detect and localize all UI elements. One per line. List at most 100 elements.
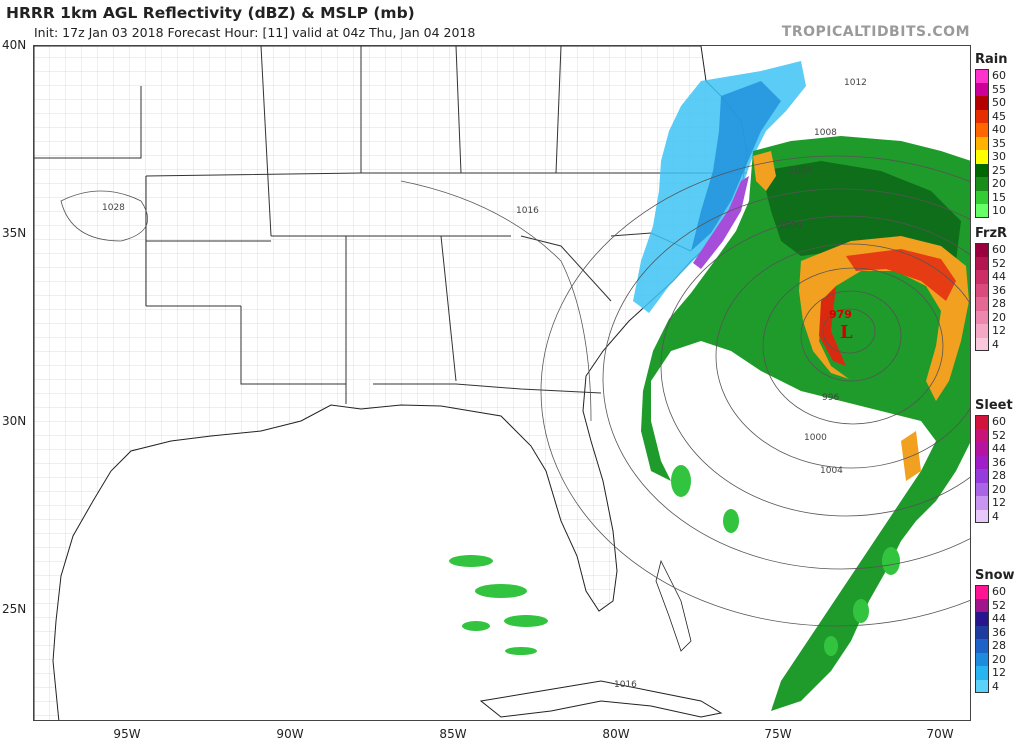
legend-value: 50: [992, 96, 1006, 110]
cuba: [479, 680, 723, 718]
legend-swatch: [975, 415, 989, 429]
legend-row: 44: [975, 442, 1023, 456]
legend-value: 60: [992, 415, 1006, 429]
legend-row: 45: [975, 109, 1023, 123]
legend-swatch: [975, 190, 989, 204]
legend-row: 28: [975, 469, 1023, 483]
legend-swatch: [975, 96, 989, 110]
isobar-label: 1000: [779, 221, 802, 231]
legend-swatch: [975, 337, 989, 351]
legend-swatch: [975, 324, 989, 338]
legend-row: 60: [975, 415, 1023, 429]
legend-row: 12: [975, 324, 1023, 338]
legend-value: 12: [992, 324, 1006, 338]
chart-subtitle: Init: 17z Jan 03 2018 Forecast Hour: [11…: [34, 25, 476, 40]
isobar-label: 1028: [102, 203, 125, 213]
legend-row: 28: [975, 639, 1023, 653]
legend-row: 50: [975, 96, 1023, 110]
legend-value: 12: [992, 496, 1006, 510]
legend-swatch: [975, 204, 989, 218]
legend-value: 55: [992, 82, 1006, 96]
legend-row: 55: [975, 82, 1023, 96]
legend-row: 20: [975, 310, 1023, 324]
legend-row: 52: [975, 256, 1023, 270]
legend-swatch: [975, 428, 989, 442]
legend-swatch: [975, 123, 989, 137]
legend-value: 28: [992, 469, 1006, 483]
legend-row: 28: [975, 297, 1023, 311]
legend-swatch: [975, 652, 989, 666]
legend-swatch: [975, 442, 989, 456]
legend-swatch: [975, 82, 989, 96]
lat-label-35n: 35N: [2, 226, 27, 240]
isobar-label: 1016: [614, 680, 637, 690]
legend-row: 44: [975, 612, 1023, 626]
lon-label-75w: 75W: [764, 727, 792, 741]
legend-swatch: [975, 666, 989, 680]
legend-value: 45: [992, 109, 1006, 123]
lon-label-90w: 90W: [276, 727, 304, 741]
legend-row: 52: [975, 428, 1023, 442]
legend-row: 12: [975, 496, 1023, 510]
legend-swatch: [975, 136, 989, 150]
legend-row: 44: [975, 270, 1023, 284]
legend-value: 60: [992, 585, 1006, 599]
lon-label-70w: 70W: [926, 727, 954, 741]
lon-label-80w: 80W: [602, 727, 630, 741]
legend-value: 12: [992, 666, 1006, 680]
isobar-label: 1016: [516, 206, 539, 216]
lon-label-95w: 95W: [113, 727, 141, 741]
legend-row: 40: [975, 123, 1023, 137]
isobar-label: 1004: [820, 466, 843, 476]
legend-value: 20: [992, 310, 1006, 324]
legend-swatch: [975, 625, 989, 639]
legend-swatch: [975, 585, 989, 599]
legend-rain: Rain 60 55 50 45 40 35 30 25 20 15 10: [975, 52, 1023, 218]
mixed-precip-band: [693, 176, 749, 269]
legend-swatch: [975, 679, 989, 693]
lat-label-30n: 30N: [2, 414, 27, 428]
legend-title: Snow: [975, 568, 1015, 583]
legend-value: 60: [992, 69, 1006, 83]
legend-value: 52: [992, 256, 1006, 270]
legend-row: 20: [975, 177, 1023, 191]
legend-row: 30: [975, 150, 1023, 164]
legend-value: 36: [992, 625, 1006, 639]
legend-swatch: [975, 243, 989, 257]
legend-freezing-rain: FrzR 60 52 44 36 28 20 12 4: [975, 226, 1023, 351]
legend-row: 35: [975, 136, 1023, 150]
legend-value: 60: [992, 243, 1006, 257]
legend-swatch: [975, 283, 989, 297]
legend-title: FrzR: [975, 226, 1008, 241]
chart-title: HRRR 1km AGL Reflectivity (dBZ) & MSLP (…: [6, 4, 415, 22]
legend-row: 36: [975, 283, 1023, 297]
legend-row: 60: [975, 69, 1023, 83]
legend-value: 20: [992, 652, 1006, 666]
legend-row: 25: [975, 163, 1023, 177]
legend-swatch: [975, 496, 989, 510]
legend-row: 20: [975, 482, 1023, 496]
reflectivity-map: 1028 1016 1012 1008 1004 1000 996 1000 1…: [33, 45, 971, 721]
legend-value: 4: [992, 679, 999, 693]
legend-swatch: [975, 256, 989, 270]
legend-swatch: [975, 455, 989, 469]
low-pressure-symbol: L: [840, 322, 853, 343]
isobar-label: 996: [822, 393, 840, 403]
lon-label-85w: 85W: [439, 727, 467, 741]
legend-swatch: [975, 69, 989, 83]
legend-row: 20: [975, 652, 1023, 666]
legend-swatch: [975, 177, 989, 191]
legend-value: 10: [992, 204, 1006, 218]
isobar-label: 1008: [814, 128, 837, 138]
legend-row: 36: [975, 625, 1023, 639]
legend-value: 4: [992, 509, 999, 523]
legend-value: 36: [992, 455, 1006, 469]
isobar-label: 1000: [804, 433, 827, 443]
legend-row: 52: [975, 598, 1023, 612]
legend-value: 40: [992, 123, 1006, 137]
legend-value: 44: [992, 442, 1006, 456]
legend-value: 30: [992, 150, 1006, 164]
legend-swatch: [975, 310, 989, 324]
legend-swatch: [975, 163, 989, 177]
legend-value: 44: [992, 612, 1006, 626]
